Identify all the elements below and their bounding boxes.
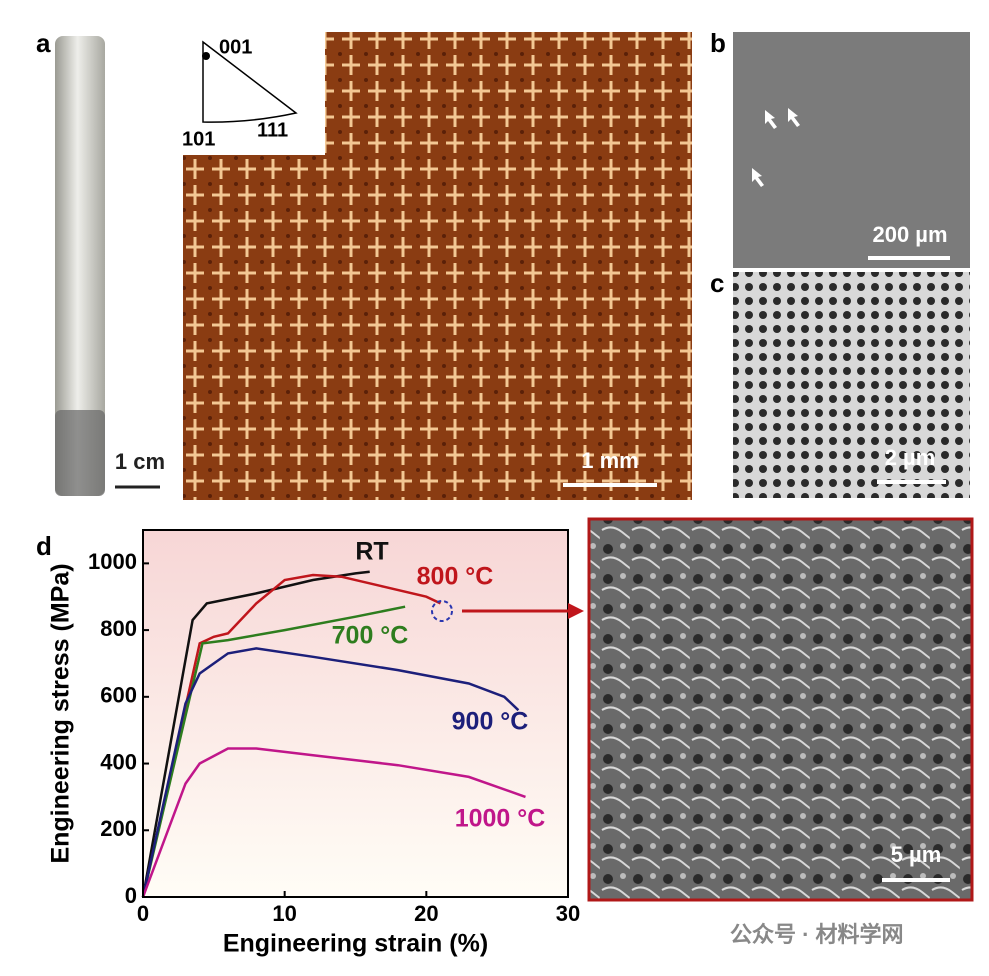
ipf-label: 111 bbox=[257, 119, 288, 141]
curve bbox=[141, 570, 370, 898]
x-tick-label: 10 bbox=[272, 901, 296, 926]
x-tick-label: 20 bbox=[414, 901, 438, 926]
y-tick-label: 800 bbox=[100, 616, 137, 641]
x-axis-title: Engineering strain (%) bbox=[223, 930, 488, 958]
y-tick-label: 400 bbox=[100, 749, 137, 774]
ipf-label: 101 bbox=[182, 128, 215, 150]
panel-label: d bbox=[36, 531, 52, 561]
x-tick-label: 0 bbox=[137, 901, 149, 926]
series-label: 1000 °C bbox=[455, 805, 546, 833]
y-axis-title: Engineering stress (MPa) bbox=[47, 563, 75, 863]
watermark: 公众号 · 材料学网 bbox=[730, 922, 904, 947]
rod-photo bbox=[55, 36, 105, 496]
y-tick-label: 1000 bbox=[88, 549, 137, 574]
scale-label: 5 µm bbox=[891, 842, 942, 867]
plot-area bbox=[143, 530, 568, 897]
series-label: 800 °C bbox=[417, 563, 494, 591]
ipf-point bbox=[202, 52, 210, 60]
panel-label: b bbox=[710, 28, 726, 58]
arrowhead bbox=[568, 603, 584, 619]
chart: 0 10 20 30 0 200 400 600 800 1000 Engineering stra… bbox=[47, 538, 581, 958]
fractograph bbox=[587, 517, 974, 902]
series-label: 900 °C bbox=[452, 708, 529, 736]
series-label: RT bbox=[355, 538, 388, 566]
ipf-label: 001 bbox=[219, 36, 252, 58]
highlight-circle bbox=[431, 600, 453, 622]
sem-image bbox=[733, 32, 970, 268]
series-label: 700 °C bbox=[332, 622, 409, 650]
y-tick-label: 600 bbox=[100, 683, 137, 708]
y-tick-label: 0 bbox=[125, 883, 137, 908]
rod-end bbox=[55, 410, 105, 496]
y-tick-label: 200 bbox=[100, 816, 137, 841]
curve bbox=[141, 747, 526, 898]
scale-label: 1 cm bbox=[115, 449, 165, 474]
scale-label: 2 µm bbox=[885, 445, 936, 470]
curve bbox=[141, 573, 442, 898]
arrows bbox=[752, 108, 800, 187]
sem-image bbox=[733, 272, 970, 498]
ipf-triangle bbox=[202, 40, 298, 123]
curve bbox=[141, 647, 520, 898]
panel-label: a bbox=[36, 28, 51, 58]
scale-label: 200 µm bbox=[872, 222, 947, 247]
x-tick-label: 30 bbox=[556, 901, 580, 926]
scale-label: 1 mm bbox=[581, 448, 638, 473]
panel-label: c bbox=[710, 268, 724, 298]
plot-frame bbox=[142, 529, 569, 898]
